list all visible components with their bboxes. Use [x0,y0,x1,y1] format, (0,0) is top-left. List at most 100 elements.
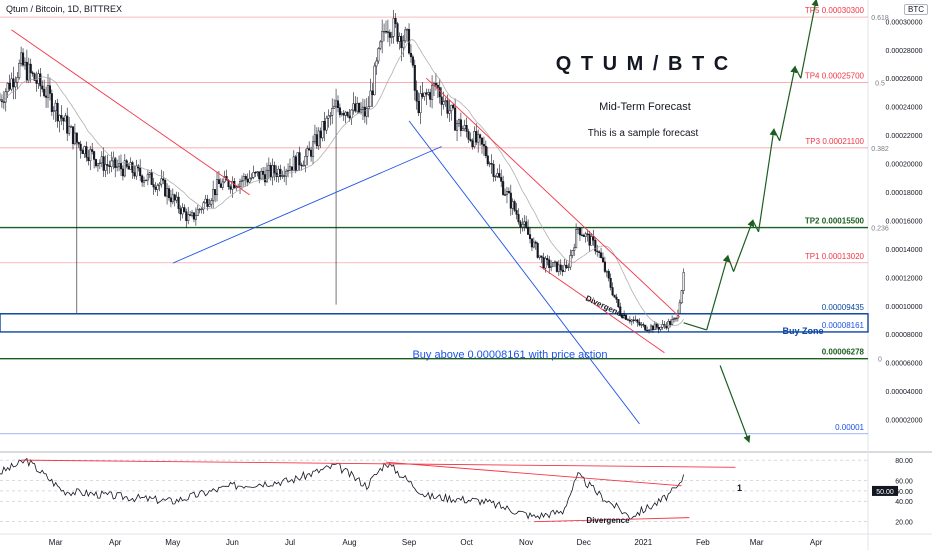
candle-body [611,287,614,296]
buy-instruction: Buy above 0.00008161 with price action [412,349,607,361]
candle-body [85,146,88,158]
candle-body [290,166,293,171]
candle-body [327,115,330,119]
candle-body [457,119,461,124]
moving-average [0,39,684,327]
y-tick-label: 0.00024000 [886,105,923,112]
candle-body [27,63,30,81]
y-tick-label: 0.00006000 [886,361,923,368]
candle-body [108,165,111,168]
candle-body [646,329,649,332]
candle-body [25,61,28,81]
candle-body [438,87,441,98]
candle-body [179,208,182,215]
candle-body [338,107,341,115]
candle-body [361,106,364,110]
candle-body [640,324,643,326]
candle-body [54,102,57,112]
candle-body [304,156,307,166]
candle-body [94,159,98,167]
candle-body [383,31,386,33]
candle-body [62,117,65,122]
buy-zone-box [0,313,869,333]
candle-body [473,131,476,148]
candle-body [525,221,528,228]
candle-body [555,261,558,272]
candle-body [352,103,355,111]
candle-body [488,163,491,165]
currency-label[interactable]: BTC [904,4,928,15]
y-tick-label: 0.00026000 [886,76,923,83]
candle-body [162,178,165,181]
candle-body [246,178,249,183]
candle-body [634,319,637,321]
forecast-arrow [733,219,755,272]
candle-body [592,236,595,241]
candle-body [482,144,485,147]
candle-body [240,179,244,182]
candle-body [196,209,199,216]
candle-body [479,134,482,139]
x-tick-label: Aug [342,538,356,547]
candle-body [674,317,678,320]
candle-body [588,234,591,246]
candle-body [52,110,55,112]
y-tick-label: 0.00028000 [886,48,923,55]
candle-body [450,104,453,112]
candle-body [669,321,672,325]
candle-body [21,52,25,66]
candle-body [45,95,48,98]
candle-body [169,197,172,203]
forecast-arrow [800,0,819,79]
candle-body [507,191,510,194]
candle-body [540,255,543,258]
candle-body [329,115,332,117]
candle-body [173,194,176,201]
candle-body [346,111,349,117]
candle-body [100,156,103,164]
candle-body [601,257,605,263]
forecast-arrow [794,66,802,79]
y-tick-label: 0.00004000 [886,389,923,396]
candle-body [68,126,71,134]
forecast-arrow [683,322,707,331]
candle-body [442,101,445,105]
candle-body [308,148,311,151]
candle-body [519,221,522,228]
candle-body [532,241,535,248]
candle-body [262,170,265,175]
candle-body [575,229,578,249]
candle-body [223,176,226,183]
downtrend-line [11,29,250,196]
candle-body [342,113,345,116]
candle-body [624,314,628,320]
candle-body [375,60,378,67]
x-tick-label: Nov [519,538,533,547]
candle-body [227,179,230,187]
candle-body [283,175,286,177]
candle-body [43,88,46,97]
level-label: TP4 0.00025700 [805,71,865,80]
candle-body [404,29,407,42]
forecast-arrow [706,254,730,331]
candle-body [302,165,305,167]
candle-body [455,123,459,131]
candle-body [671,319,674,325]
candle-body [406,29,409,31]
candle-body [358,103,361,113]
candle-body [160,178,163,185]
uptrend-line [172,146,442,264]
candle-body [509,192,512,209]
x-tick-label: Mar [750,538,764,547]
candle-body [279,168,282,177]
candle-body [452,104,455,109]
candle-body [260,170,263,180]
candle-body [238,181,242,187]
candle-body [369,90,372,107]
candle-body [413,64,416,91]
candle-body [142,180,146,183]
forecast-arrow [752,220,760,233]
candle-body [148,172,151,175]
